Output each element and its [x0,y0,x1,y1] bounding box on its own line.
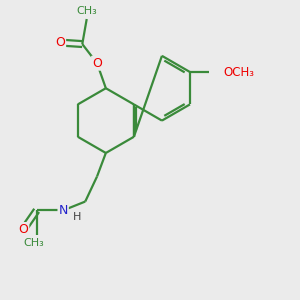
Text: CH₃: CH₃ [23,238,44,248]
Text: CH₃: CH₃ [76,5,97,16]
Text: O: O [55,36,65,49]
Text: O: O [92,57,102,70]
Text: O: O [19,223,28,236]
Text: OCH₃: OCH₃ [224,65,255,79]
Text: N: N [58,204,68,217]
Text: H: H [73,212,81,222]
